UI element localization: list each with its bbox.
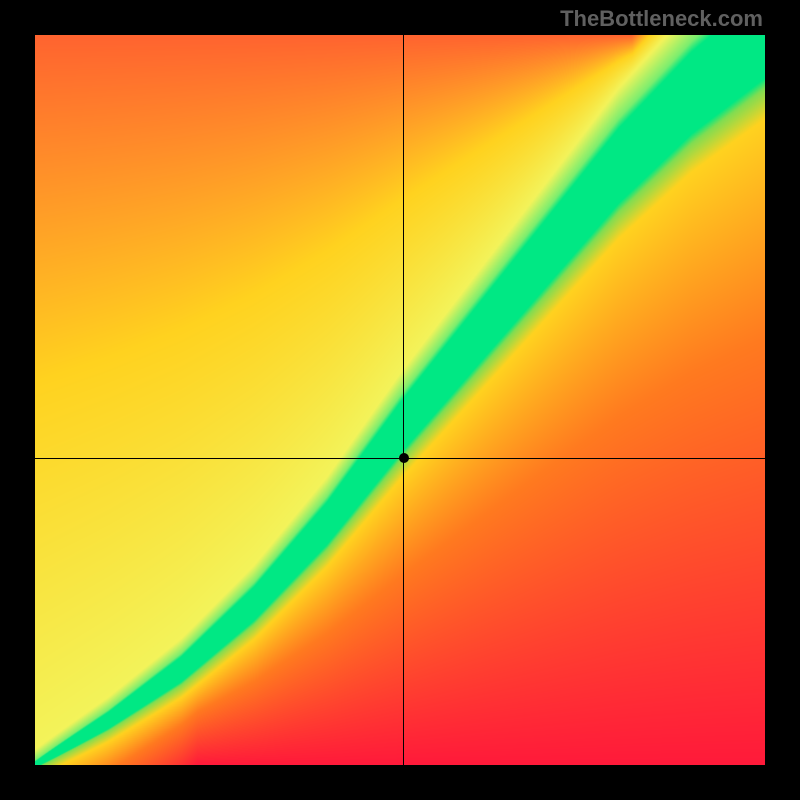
chart-container: TheBottleneck.com	[0, 0, 800, 800]
crosshair-vertical	[403, 35, 404, 765]
bottleneck-heatmap	[35, 35, 765, 765]
watermark-text: TheBottleneck.com	[560, 6, 763, 32]
